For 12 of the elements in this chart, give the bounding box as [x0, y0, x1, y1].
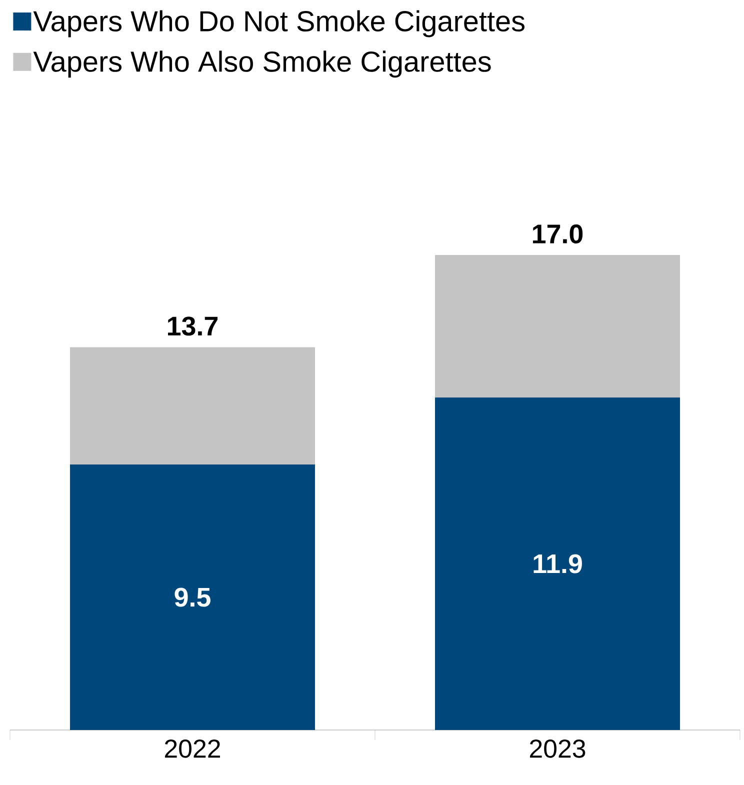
x-tick-label: 2022: [164, 740, 220, 758]
legend-label: Vapers Who Also Smoke Cigarettes: [33, 50, 491, 78]
bar: [70, 347, 316, 465]
data-label: 9.5: [174, 588, 210, 607]
x-tick-label: 2023: [530, 740, 586, 758]
bar: [435, 397, 680, 730]
legend-label: Vapers Who Do Not Smoke Cigarettes: [33, 10, 524, 38]
data-label: 11.9: [534, 554, 582, 574]
bar: [70, 464, 316, 730]
total-label: 17.0: [533, 224, 583, 244]
total-label: 13.7: [168, 316, 218, 336]
bar: [435, 254, 680, 398]
